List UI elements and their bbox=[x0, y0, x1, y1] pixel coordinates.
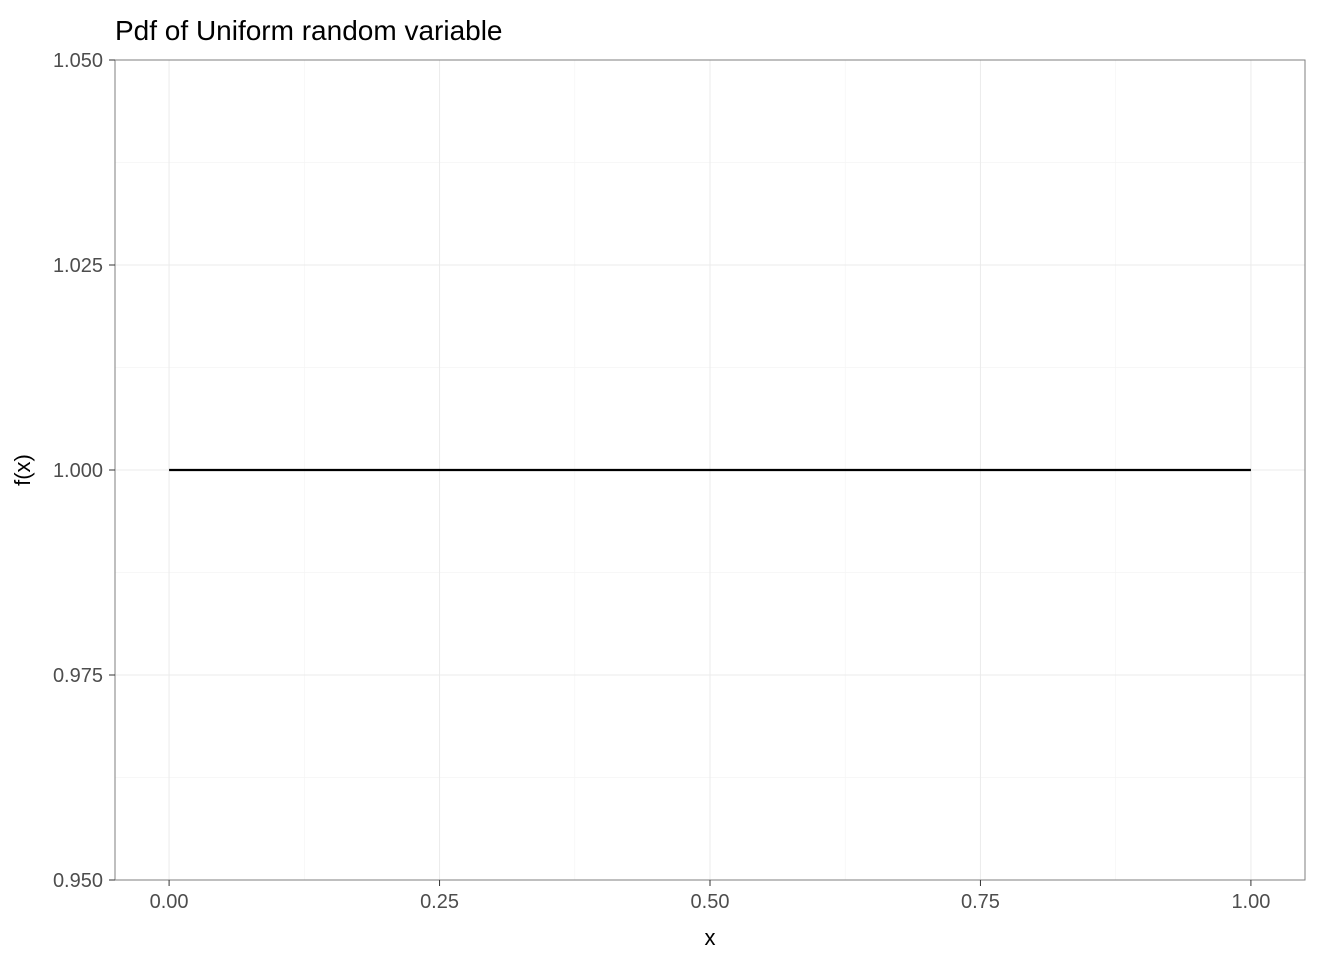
y-axis-label: f(x) bbox=[10, 454, 35, 486]
x-tick-label: 0.00 bbox=[150, 891, 189, 913]
x-tick-label: 0.25 bbox=[420, 891, 459, 913]
y-tick-label: 1.025 bbox=[53, 255, 103, 277]
y-tick-label: 0.950 bbox=[53, 870, 103, 892]
x-tick-label: 0.75 bbox=[961, 891, 1000, 913]
y-tick-label: 1.000 bbox=[53, 460, 103, 482]
x-axis-label: x bbox=[705, 925, 716, 950]
chart-svg: 0.00 0.25 0.50 0.75 1.00 0.950 0.975 1.000 1.025… bbox=[0, 0, 1344, 960]
chart-title: Pdf of Uniform random variable bbox=[115, 15, 503, 46]
pdf-uniform-chart: 0.00 0.25 0.50 0.75 1.00 0.950 0.975 1.000 1.025… bbox=[0, 0, 1344, 960]
y-tick-label: 1.050 bbox=[53, 50, 103, 72]
x-tick-label: 1.00 bbox=[1231, 891, 1270, 913]
x-tick-label: 0.50 bbox=[691, 891, 730, 913]
y-tick-label: 0.975 bbox=[53, 665, 103, 687]
